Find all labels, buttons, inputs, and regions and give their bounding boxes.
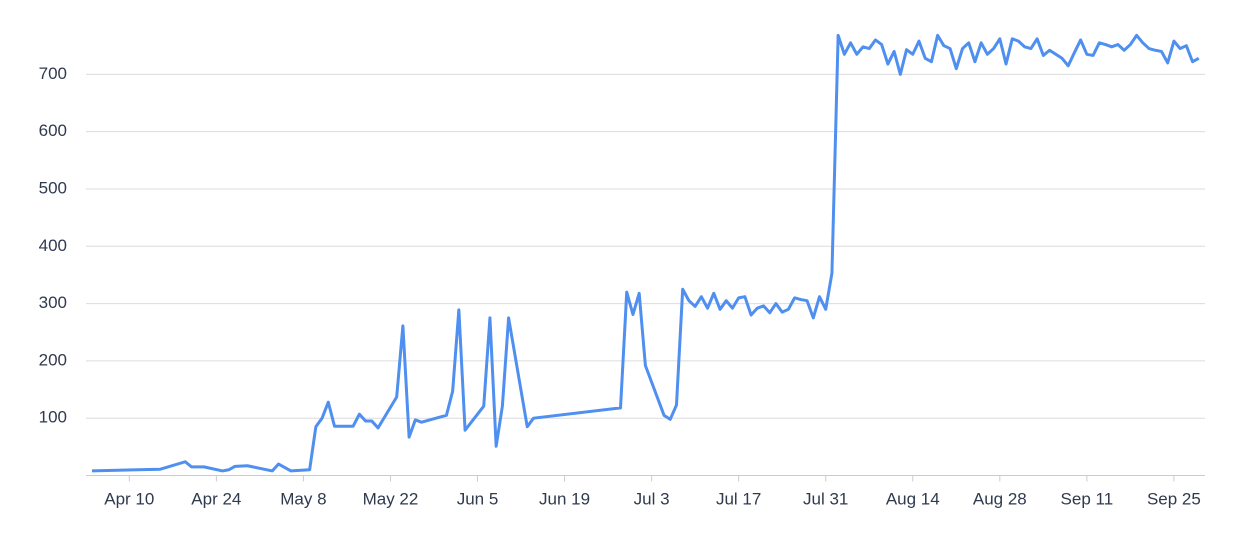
y-tick-label: 400	[39, 236, 67, 255]
y-tick-label: 700	[39, 64, 67, 83]
y-tick-label: 100	[39, 408, 67, 427]
x-tick-label: Sep 11	[1061, 489, 1114, 508]
x-tick-label: Jun 19	[539, 489, 590, 508]
x-tick-label: Jul 31	[803, 489, 848, 508]
y-tick-label: 200	[39, 350, 67, 369]
x-tick-label: Jul 17	[716, 489, 761, 508]
x-tick-label: Jun 5	[457, 489, 499, 508]
x-tick-label: Apr 24	[191, 489, 241, 508]
x-tick-label: Aug 28	[973, 489, 1027, 508]
x-tick-label: Apr 10	[104, 489, 154, 508]
x-tick-label: Jul 3	[634, 489, 670, 508]
x-tick-label: May 8	[280, 489, 326, 508]
x-tick-label: Aug 14	[886, 489, 940, 508]
y-tick-label: 600	[39, 121, 67, 140]
x-tick-label: May 22	[363, 489, 419, 508]
x-tick-label: Sep 25	[1147, 489, 1201, 508]
y-tick-label: 500	[39, 178, 67, 197]
y-tick-label: 300	[39, 293, 67, 312]
data-line	[91, 33, 1200, 473]
